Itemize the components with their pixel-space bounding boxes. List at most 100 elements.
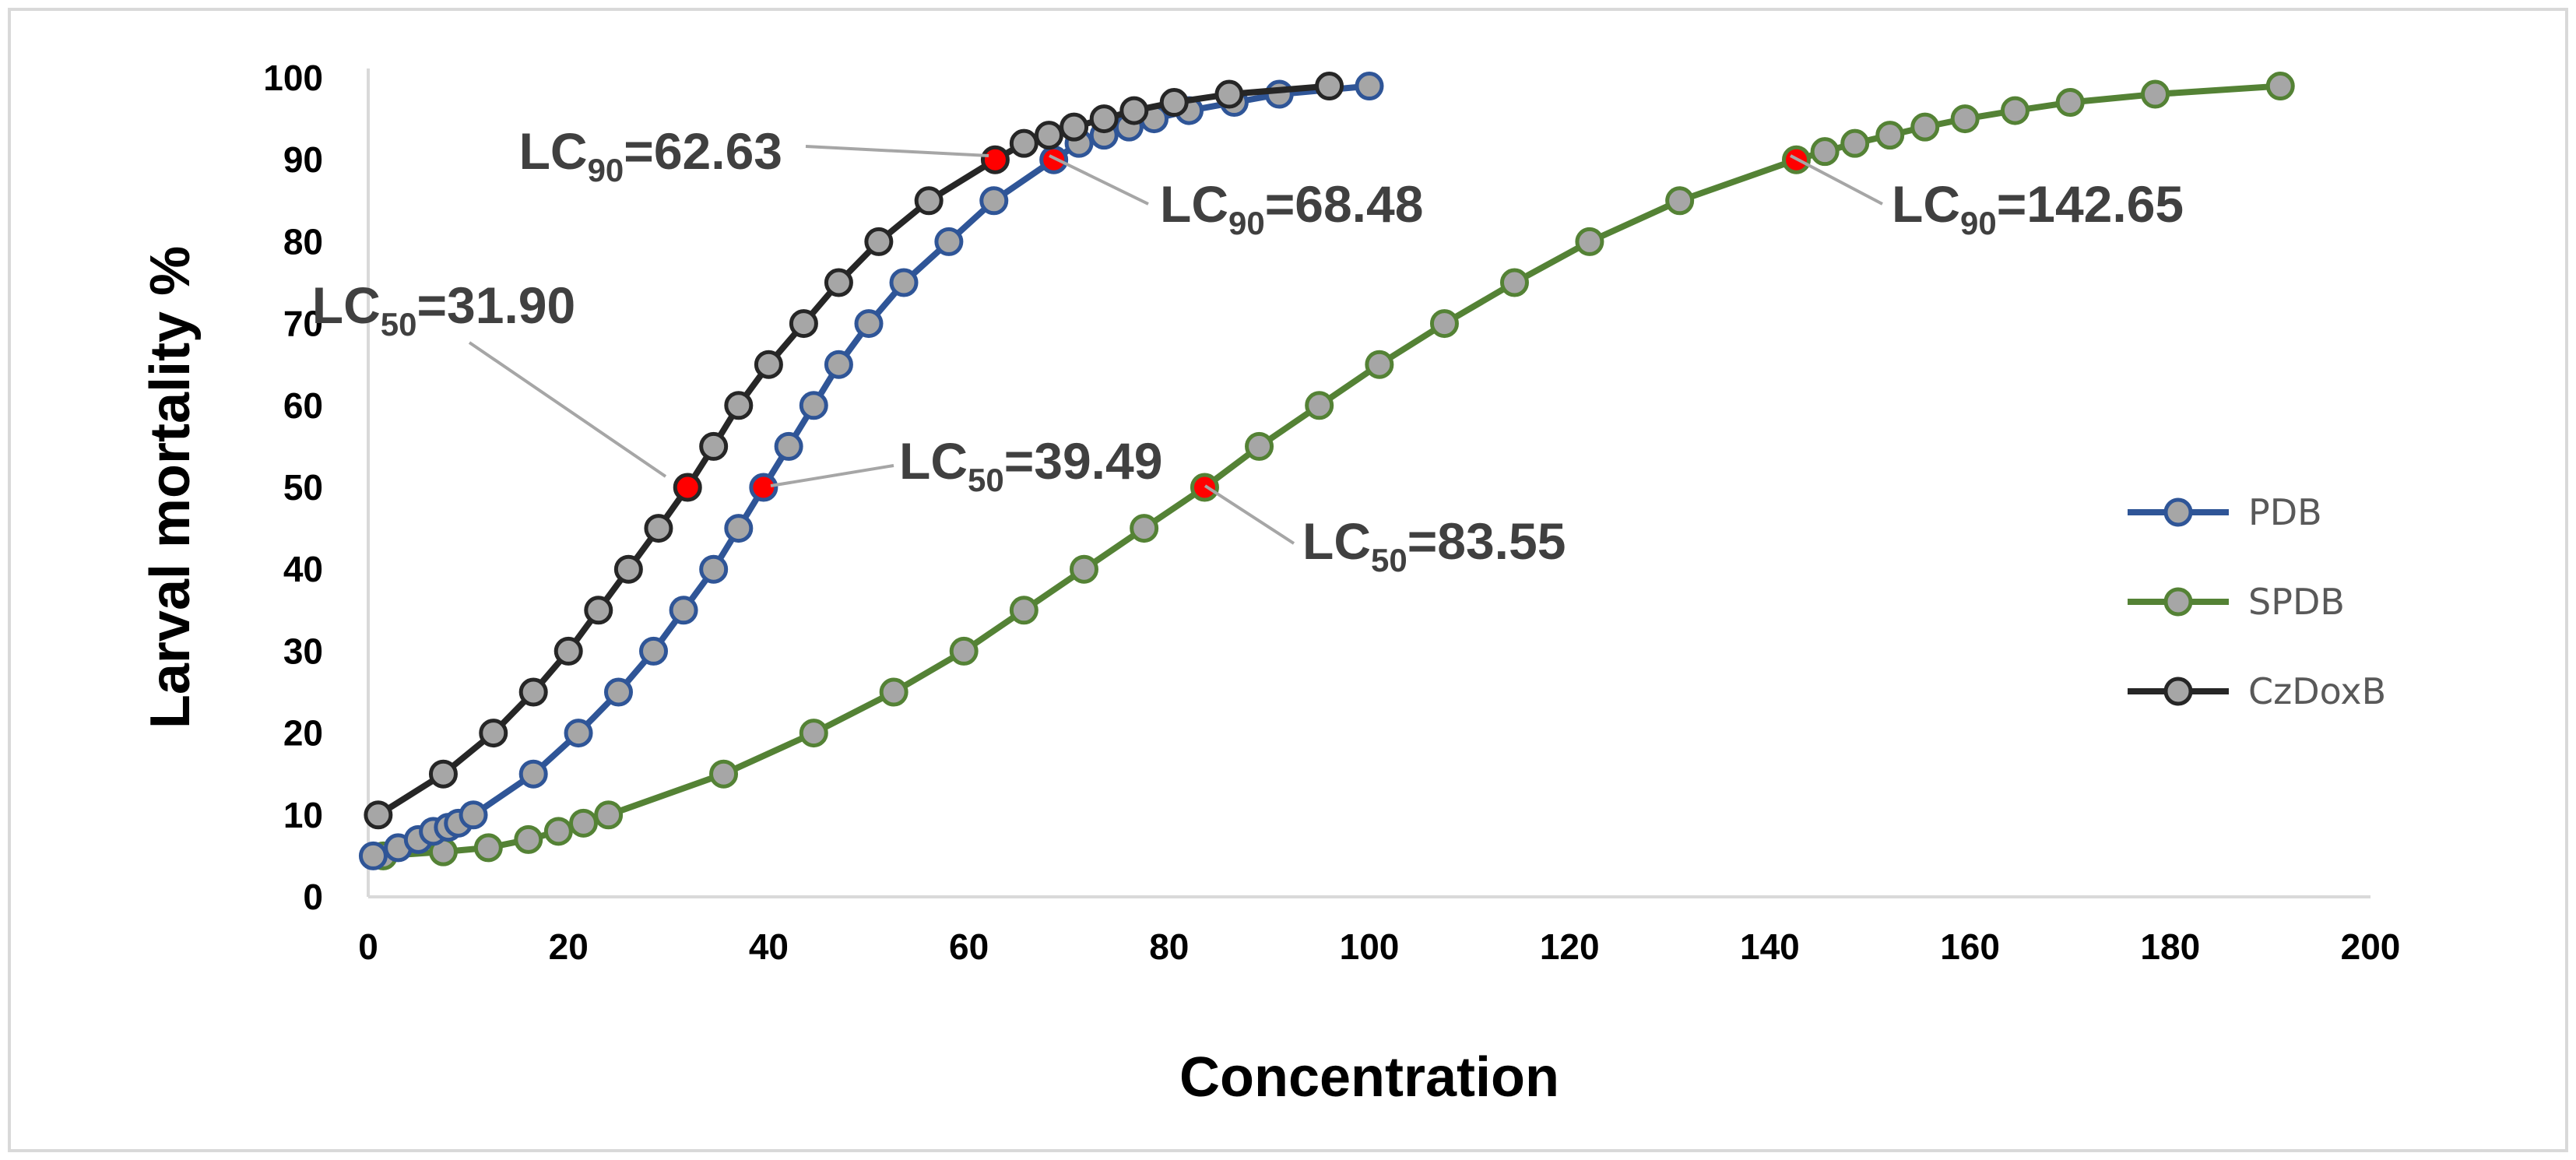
data-point xyxy=(364,800,393,830)
legend-item-czdoxb: CzDoxB xyxy=(2128,670,2386,712)
data-point xyxy=(639,636,669,666)
leader-line xyxy=(1204,484,1295,545)
lc-label: LC50=31.90 xyxy=(312,276,575,343)
legend-marker xyxy=(2163,677,2193,706)
lc-subscript: 90 xyxy=(1228,205,1265,241)
x-tick-label: 140 xyxy=(1740,926,1800,967)
data-point xyxy=(754,350,783,379)
data-point xyxy=(518,759,548,789)
lc-point xyxy=(749,473,778,502)
legend-marker xyxy=(2163,497,2193,527)
leader-line xyxy=(770,464,894,487)
lc-value: =31.90 xyxy=(416,276,575,334)
data-point xyxy=(2265,72,2295,101)
data-point xyxy=(1060,112,1089,142)
y-tick-label: 100 xyxy=(263,58,323,98)
y-axis-title: Larval mortality % xyxy=(139,246,202,729)
y-tick-label: 10 xyxy=(283,795,323,835)
x-tick-labels: 0 20 40 60 80 100 120 140 160 180 200 xyxy=(358,926,2400,967)
y-tick-label: 70 xyxy=(283,304,323,344)
data-point xyxy=(854,309,884,339)
data-point xyxy=(1009,128,1038,158)
data-point xyxy=(604,677,633,707)
data-point xyxy=(543,817,573,846)
data-point xyxy=(2000,96,2030,125)
x-tick-label: 160 xyxy=(1940,926,2000,967)
data-point xyxy=(564,719,593,748)
lc-prefix: LC xyxy=(1302,512,1371,570)
series-czdoxb xyxy=(364,72,1344,830)
lc-point xyxy=(980,145,1010,174)
lc-point xyxy=(673,473,702,502)
data-point xyxy=(774,431,803,461)
lc-annotation: LC50=31.90 xyxy=(312,276,667,478)
data-point xyxy=(914,186,944,216)
lc-value: =62.63 xyxy=(624,122,782,180)
data-point xyxy=(724,391,754,420)
data-point xyxy=(428,759,458,789)
x-tick-label: 40 xyxy=(749,926,789,967)
data-point xyxy=(1130,514,1159,543)
data-point xyxy=(724,514,754,543)
data-point xyxy=(1034,121,1063,150)
series-layer xyxy=(358,72,2295,870)
data-point xyxy=(1840,128,1870,158)
data-point xyxy=(799,391,828,420)
data-point xyxy=(699,431,729,461)
lc-value: =142.65 xyxy=(1997,175,2184,233)
lc-prefix: LC xyxy=(1160,175,1228,233)
data-point xyxy=(1069,554,1098,584)
data-point xyxy=(824,350,853,379)
data-point xyxy=(479,719,508,748)
leader-line xyxy=(1049,154,1149,206)
y-tick-label: 80 xyxy=(283,221,323,262)
data-point xyxy=(699,554,729,584)
data-point xyxy=(1810,137,1840,167)
lc-prefix: LC xyxy=(312,276,381,334)
y-tick-label: 60 xyxy=(283,385,323,426)
data-point xyxy=(1365,350,1394,379)
data-point xyxy=(584,596,613,625)
lc-label: LC90=62.63 xyxy=(519,122,782,188)
lc-annotation: LC90=68.48 xyxy=(1049,154,1424,241)
legend-label: SPDB xyxy=(2248,581,2345,623)
lc-value: =83.55 xyxy=(1407,512,1566,570)
lc-prefix: LC xyxy=(519,122,588,180)
lc-prefix: LC xyxy=(1892,175,1960,233)
legend-item-pdb: PDB xyxy=(2128,491,2322,533)
lc-value: =39.49 xyxy=(1004,432,1163,490)
y-tick-label: 30 xyxy=(283,631,323,671)
lc-value: =68.48 xyxy=(1265,175,1424,233)
lc-label: LC90=142.65 xyxy=(1892,175,2184,241)
leader-line xyxy=(1790,154,1883,206)
x-axis-title: Concentration xyxy=(1179,1046,1559,1109)
leader-line xyxy=(468,341,667,478)
data-point xyxy=(1910,112,1940,142)
data-point xyxy=(1214,79,1244,109)
data-point xyxy=(879,677,908,707)
data-point xyxy=(709,759,739,789)
data-point xyxy=(459,800,488,830)
lc-annotation: LC50=39.49 xyxy=(770,432,1163,498)
lc-subscript: 90 xyxy=(1960,205,1997,241)
lc-annotation: LC50=83.55 xyxy=(1204,484,1566,578)
y-tick-label: 0 xyxy=(303,877,323,917)
data-point xyxy=(473,833,503,863)
legend-label: CzDoxB xyxy=(2248,670,2386,712)
x-tick-label: 0 xyxy=(358,926,378,967)
data-point xyxy=(644,514,673,543)
legend-label: PDB xyxy=(2248,491,2322,533)
data-point xyxy=(1245,431,1274,461)
lc-label: LC50=83.55 xyxy=(1302,512,1566,578)
data-point xyxy=(594,800,624,830)
data-point xyxy=(824,268,853,297)
data-point xyxy=(789,309,818,339)
lc-subscript: 50 xyxy=(381,306,417,343)
data-point xyxy=(889,268,919,297)
data-point xyxy=(979,186,1009,216)
data-point xyxy=(358,841,388,870)
y-tick-label: 50 xyxy=(283,467,323,508)
data-point xyxy=(514,824,543,854)
x-tick-label: 200 xyxy=(2341,926,2401,967)
